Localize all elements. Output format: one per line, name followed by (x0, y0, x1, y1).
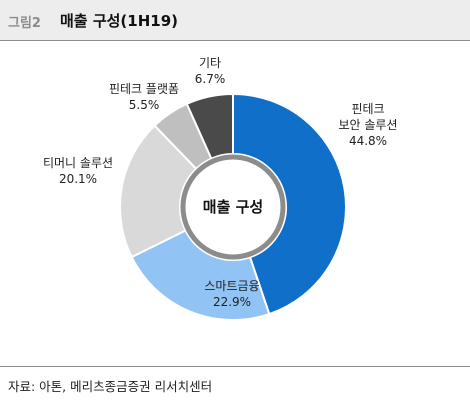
figure-header: 그림2 매출 구성(1H19) (0, 0, 470, 41)
figure-footer: 자료: 아톤, 메리츠종금증권 리서치센터 (0, 366, 470, 401)
figure-title: 매출 구성(1H19) (60, 12, 178, 30)
slice-label-others: 기타 6.7% (195, 56, 226, 86)
donut-slices (119, 92, 347, 321)
donut-slice-tmoney-solution (119, 124, 198, 259)
slice-label-fintech-security: 핀테크 보안 솔루션 44.8% (338, 102, 397, 148)
donut-slice-fintech-security (232, 92, 347, 316)
source-note: 자료: 아톤, 메리츠종금증권 리서치센터 (8, 379, 213, 394)
donut-center-label: 매출 구성 (203, 198, 263, 216)
donut-slice-smart-finance (130, 229, 271, 321)
slice-label-tmoney-solution: 티머니 솔루션 20.1% (43, 156, 113, 186)
slice-labels: 핀테크 보안 솔루션 44.8% 스마트금융 22.9% 티머니 솔루션 20.1% 핀테크 … (43, 56, 398, 309)
figure-number: 그림2 (8, 16, 41, 31)
donut-slice-others (185, 92, 234, 160)
slice-label-smart-finance: 스마트금융 22.9% (204, 279, 259, 309)
donut-center-circle (180, 154, 286, 260)
donut-chart: 매출 구성 핀테크 보안 솔루션 44.8% 스마트금융 22.9% 티머니 솔루션 20.… (43, 56, 398, 321)
slice-label-fintech-platform: 핀테크 플랫폼 5.5% (109, 82, 179, 112)
